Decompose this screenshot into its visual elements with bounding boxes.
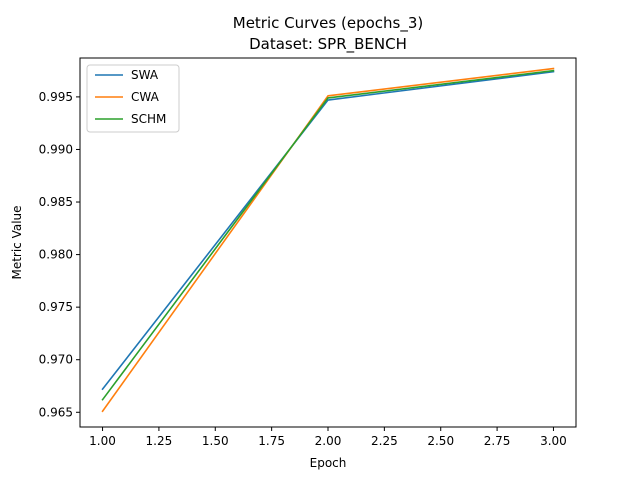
series-line-swa: [101, 70, 555, 391]
y-tick-label: 0.995: [39, 90, 73, 104]
x-axis-label: Epoch: [310, 456, 347, 470]
x-tick-label: 2.75: [484, 434, 511, 448]
x-tick-label: 1.00: [89, 434, 116, 448]
y-tick-label: 0.980: [39, 248, 73, 262]
x-tick-label: 1.75: [258, 434, 285, 448]
chart-title: Metric Curves (epochs_3): [233, 14, 423, 33]
chart-subtitle: Dataset: SPR_BENCH: [249, 35, 407, 54]
y-tick-label: 0.970: [39, 353, 73, 367]
x-tick-label: 1.25: [146, 434, 173, 448]
y-axis-label: Metric Value: [10, 205, 24, 279]
x-tick-label: 2.50: [427, 434, 454, 448]
legend: SWA CWA SCHM: [86, 64, 180, 133]
x-axis-ticks: 1.00 1.25 1.50 1.75 2.00 2.25 2.50 2.75 3.00: [89, 427, 567, 448]
y-tick-label: 0.985: [39, 195, 73, 209]
x-tick-label: 3.00: [540, 434, 567, 448]
legend-box: [86, 64, 180, 133]
series-lines: [101, 67, 555, 413]
y-tick-label: 0.990: [39, 142, 73, 156]
x-tick-label: 2.25: [371, 434, 398, 448]
series-line-schm: [101, 69, 555, 401]
y-axis-ticks: 0.965 0.970 0.975 0.980 0.985 0.990 0.995: [39, 90, 80, 419]
legend-label-schm: SCHM: [131, 112, 166, 126]
series-line-cwa: [101, 67, 555, 413]
x-tick-label: 2.00: [315, 434, 342, 448]
x-tick-label: 1.50: [202, 434, 229, 448]
y-tick-label: 0.965: [39, 405, 73, 419]
legend-label-swa: SWA: [131, 68, 159, 82]
y-tick-label: 0.975: [39, 300, 73, 314]
legend-label-cwa: CWA: [131, 90, 160, 104]
